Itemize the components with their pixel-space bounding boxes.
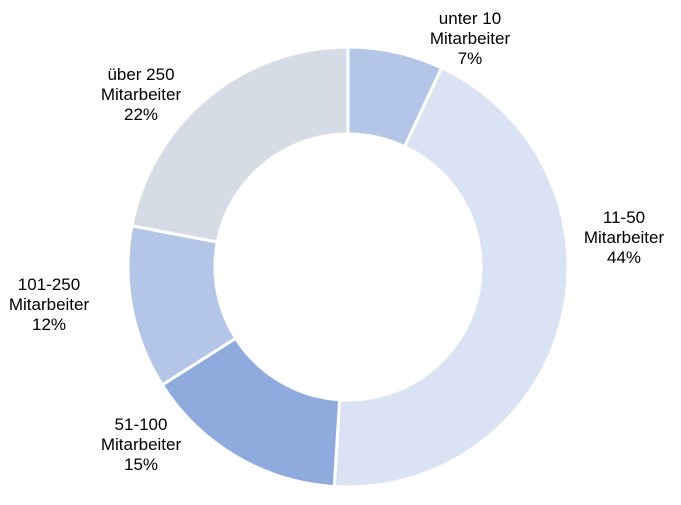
data-label-5-line1: über 250	[107, 65, 174, 84]
labels-group: unter 10 Mitarbeiter 7%11-50 Mitarbeiter 44%…	[9, 9, 665, 474]
data-label-2-line3: 44%	[607, 248, 641, 267]
data-label-1: unter 10 Mitarbeiter 7%	[430, 9, 511, 68]
data-label-1-line2: Mitarbeiter	[430, 29, 511, 48]
slice-5	[130, 45, 350, 244]
data-label-4: 101-250 Mitarbeiter 12%	[9, 275, 90, 334]
data-label-1-line1: unter 10	[439, 9, 501, 28]
slice-2	[332, 65, 570, 489]
data-label-3-line2: Mitarbeiter	[101, 435, 182, 454]
data-label-4-line3: 12%	[32, 315, 66, 334]
data-label-4-line1: 101-250	[18, 275, 80, 294]
data-label-3: 51-100 Mitarbeiter 15%	[101, 415, 182, 474]
data-label-2-line2: Mitarbeiter	[584, 228, 665, 247]
data-label-5: über 250 Mitarbeiter 22%	[101, 65, 182, 124]
data-label-4-line2: Mitarbeiter	[9, 295, 90, 314]
slices-group	[126, 45, 570, 489]
data-label-5-line3: 22%	[124, 105, 158, 124]
data-label-3-line3: 15%	[124, 455, 158, 474]
data-label-2-line1: 11-50	[603, 208, 645, 227]
data-label-3-line1: 51-100	[115, 415, 168, 434]
data-label-2: 11-50 Mitarbeiter 44%	[584, 208, 665, 267]
data-label-1-line3: 7%	[458, 49, 483, 68]
data-label-5-line2: Mitarbeiter	[101, 85, 182, 104]
